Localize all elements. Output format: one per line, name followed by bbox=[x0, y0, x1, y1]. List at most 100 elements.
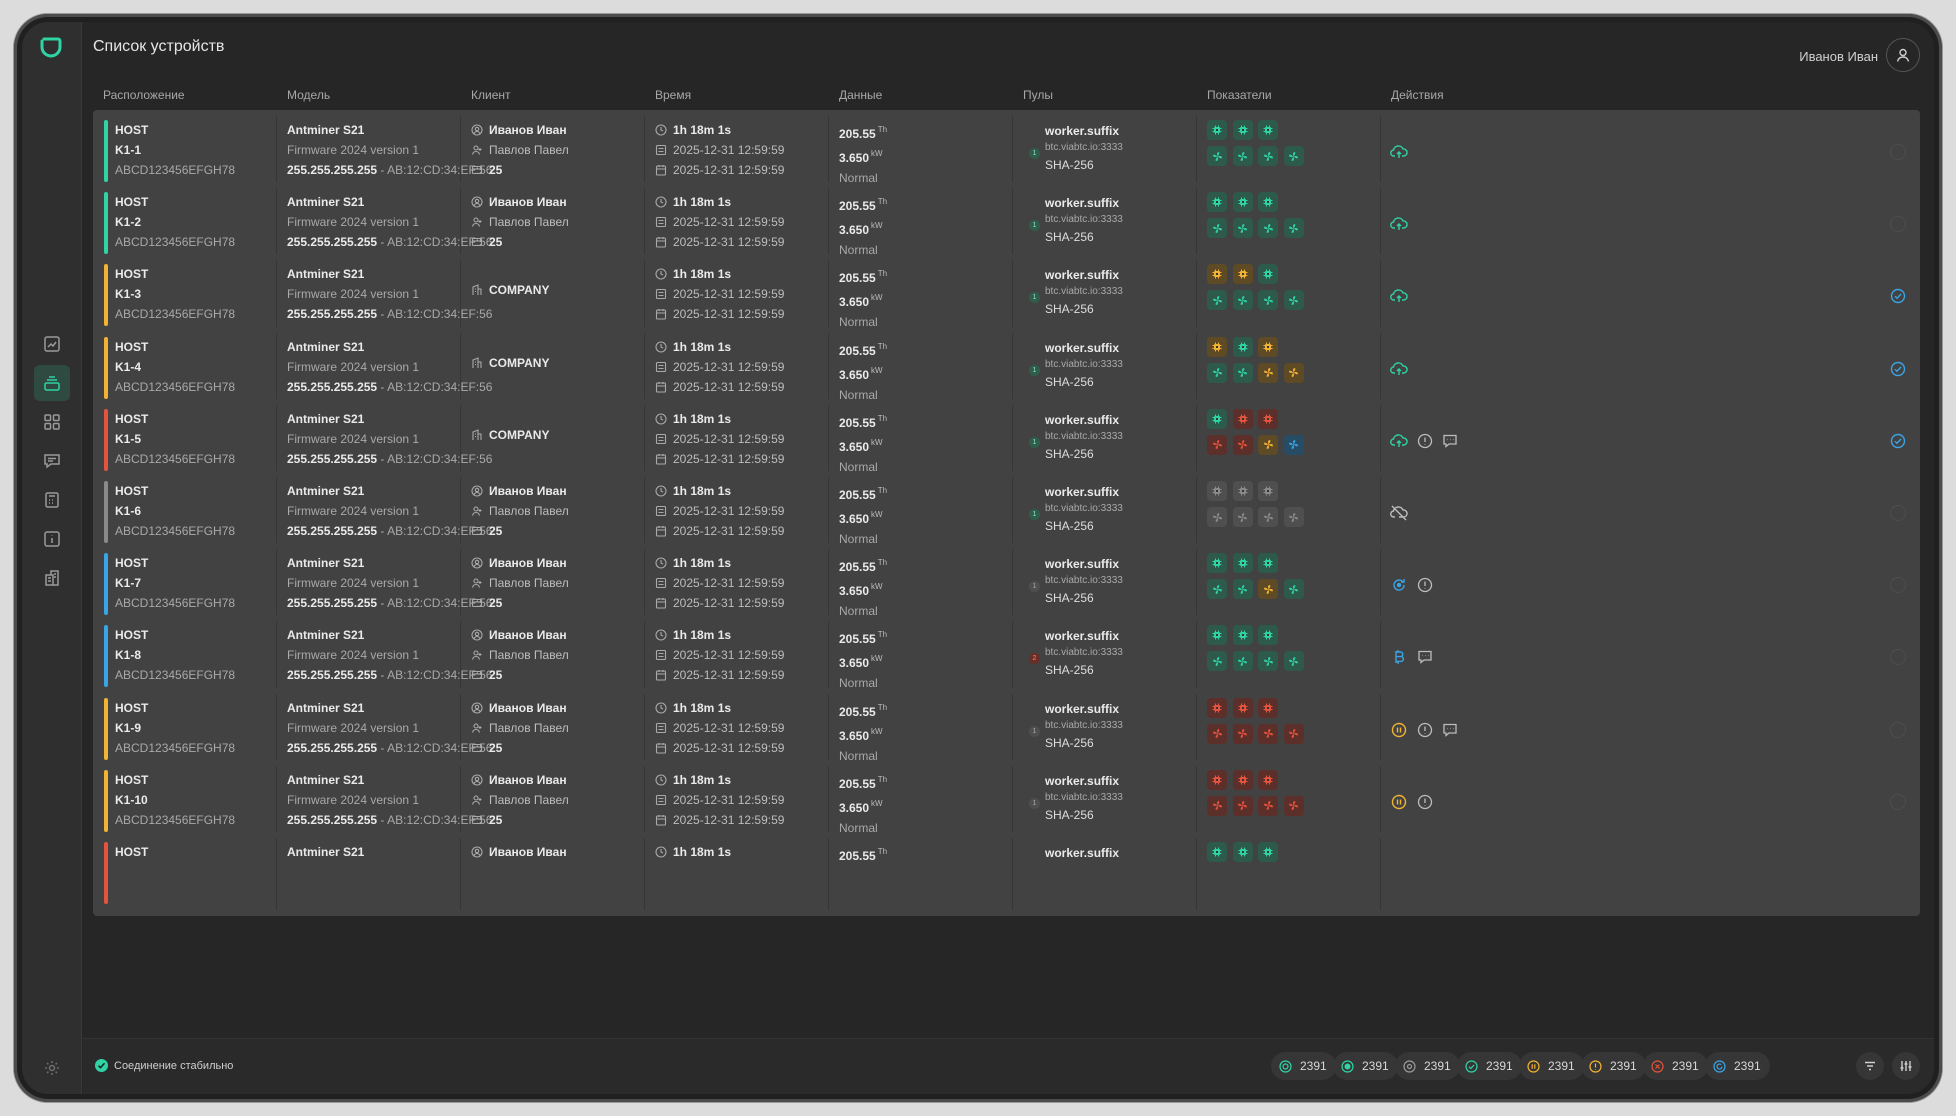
chip-icon[interactable] bbox=[1258, 264, 1278, 285]
fan-icon[interactable] bbox=[1232, 146, 1253, 166]
ip-address[interactable]: 255.255.255.255 bbox=[287, 163, 378, 177]
chip-icon[interactable] bbox=[1207, 264, 1227, 285]
client-manager[interactable]: Павлов Павел bbox=[489, 504, 569, 518]
chip-icon[interactable] bbox=[1258, 408, 1278, 429]
nav-dashboard-icon[interactable] bbox=[34, 404, 70, 440]
chip-icon[interactable] bbox=[1232, 625, 1253, 646]
client-owner[interactable]: Иванов Иван bbox=[489, 484, 567, 498]
row-select-checkbox[interactable] bbox=[1890, 721, 1906, 738]
client-company[interactable]: COMPANY bbox=[489, 427, 550, 442]
chip-icon[interactable] bbox=[1258, 336, 1278, 357]
app-logo-icon[interactable] bbox=[38, 34, 64, 60]
fan-icon[interactable] bbox=[1207, 795, 1227, 816]
client-owner[interactable]: Иванов Иван bbox=[489, 195, 567, 210]
client-manager[interactable]: Павлов Павел bbox=[489, 576, 569, 591]
fan-icon[interactable] bbox=[1258, 507, 1278, 527]
chip-icon[interactable] bbox=[1207, 481, 1227, 501]
fan-icon[interactable] bbox=[1283, 434, 1304, 455]
col-location[interactable]: Расположение bbox=[103, 88, 185, 102]
filter-icon[interactable] bbox=[1856, 1052, 1884, 1080]
refresh-icon[interactable] bbox=[1389, 575, 1409, 595]
chip-icon[interactable] bbox=[1232, 481, 1253, 501]
device-name[interactable]: K1-4 bbox=[115, 359, 142, 374]
ip-address[interactable]: 255.255.255.255 bbox=[287, 307, 378, 322]
device-name[interactable]: K1-1 bbox=[115, 143, 142, 157]
status-counter[interactable]: 2391 bbox=[1643, 1052, 1708, 1080]
alert-circle-icon[interactable] bbox=[1415, 792, 1435, 812]
pool-worker[interactable]: worker.suffix bbox=[1045, 485, 1120, 499]
chip-icon[interactable] bbox=[1207, 120, 1227, 140]
status-counter[interactable]: 2391 bbox=[1457, 1052, 1522, 1080]
fan-icon[interactable] bbox=[1283, 723, 1304, 744]
chip-icon[interactable] bbox=[1258, 120, 1278, 140]
cloud-upload-icon[interactable] bbox=[1389, 142, 1409, 162]
chip-icon[interactable] bbox=[1232, 192, 1253, 213]
fan-icon[interactable] bbox=[1258, 795, 1278, 816]
chip-icon[interactable] bbox=[1258, 192, 1278, 213]
client-manager[interactable]: Павлов Павел bbox=[489, 215, 569, 230]
device-name[interactable]: K1-8 bbox=[115, 648, 142, 663]
nav-buildings-icon[interactable] bbox=[34, 560, 70, 596]
chip-icon[interactable] bbox=[1258, 481, 1278, 501]
chip-icon[interactable] bbox=[1207, 697, 1227, 718]
pool-worker[interactable]: worker.suffix bbox=[1045, 412, 1120, 427]
fan-icon[interactable] bbox=[1283, 579, 1304, 600]
user-avatar-icon[interactable] bbox=[1886, 38, 1920, 72]
chip-icon[interactable] bbox=[1258, 553, 1278, 574]
row-select-checkbox[interactable] bbox=[1890, 577, 1906, 594]
ip-address[interactable]: 255.255.255.255 bbox=[287, 524, 378, 538]
fan-icon[interactable] bbox=[1258, 723, 1278, 744]
fan-icon[interactable] bbox=[1207, 290, 1227, 311]
device-name[interactable]: K1-10 bbox=[115, 792, 148, 807]
col-client[interactable]: Клиент bbox=[471, 88, 511, 102]
ip-address[interactable]: 255.255.255.255 bbox=[287, 812, 378, 827]
pool-worker[interactable]: worker.suffix bbox=[1045, 629, 1120, 644]
cloud-off-icon[interactable] bbox=[1389, 503, 1409, 523]
chip-icon[interactable] bbox=[1232, 264, 1253, 285]
fan-icon[interactable] bbox=[1283, 146, 1304, 166]
chip-icon[interactable] bbox=[1232, 842, 1253, 862]
chip-icon[interactable] bbox=[1207, 769, 1227, 790]
device-name[interactable]: K1-5 bbox=[115, 431, 142, 446]
row-select-checkbox[interactable] bbox=[1890, 144, 1906, 160]
fan-icon[interactable] bbox=[1232, 218, 1253, 239]
row-select-checkbox[interactable] bbox=[1890, 505, 1906, 521]
pool-worker[interactable]: worker.suffix bbox=[1045, 124, 1120, 138]
pool-worker[interactable]: worker.suffix bbox=[1045, 196, 1120, 211]
table-row[interactable]: HOST K1-6 ABCD123456EFGH78 Antminer S21 … bbox=[93, 471, 1920, 555]
message-icon[interactable] bbox=[1415, 647, 1435, 667]
fan-icon[interactable] bbox=[1232, 795, 1253, 816]
fan-icon[interactable] bbox=[1232, 290, 1253, 311]
fan-icon[interactable] bbox=[1207, 218, 1227, 239]
client-manager[interactable]: Павлов Павел bbox=[489, 792, 569, 807]
row-select-checkbox[interactable] bbox=[1890, 793, 1906, 810]
fan-icon[interactable] bbox=[1283, 362, 1304, 383]
columns-settings-icon[interactable] bbox=[1892, 1052, 1920, 1080]
selected-check-icon[interactable] bbox=[1890, 288, 1906, 304]
chip-icon[interactable] bbox=[1258, 697, 1278, 718]
col-indicators[interactable]: Показатели bbox=[1207, 88, 1272, 102]
pool-worker[interactable]: worker.suffix bbox=[1045, 773, 1120, 788]
fan-icon[interactable] bbox=[1207, 579, 1227, 600]
ip-address[interactable]: 255.255.255.255 bbox=[287, 668, 378, 683]
col-actions[interactable]: Действия bbox=[1391, 88, 1444, 102]
table-row[interactable]: HOST K1-2 ABCD123456EFGH78 Antminer S21 … bbox=[93, 182, 1920, 267]
fan-icon[interactable] bbox=[1232, 723, 1253, 744]
chip-icon[interactable] bbox=[1258, 769, 1278, 790]
fan-icon[interactable] bbox=[1258, 434, 1278, 455]
chip-icon[interactable] bbox=[1207, 192, 1227, 213]
fan-icon[interactable] bbox=[1283, 507, 1304, 527]
fan-icon[interactable] bbox=[1207, 507, 1227, 527]
client-manager[interactable]: Павлов Павел bbox=[489, 720, 569, 735]
table-row[interactable]: HOST Antminer S21 Иванов Иван 1h 18m 1s … bbox=[93, 832, 1920, 916]
table-row[interactable]: HOST K1-9 ABCD123456EFGH78 Antminer S21 … bbox=[93, 687, 1920, 772]
chip-icon[interactable] bbox=[1207, 553, 1227, 574]
device-name[interactable]: K1-6 bbox=[115, 504, 142, 518]
fan-icon[interactable] bbox=[1283, 290, 1304, 311]
chip-icon[interactable] bbox=[1207, 336, 1227, 357]
ip-address[interactable]: 255.255.255.255 bbox=[287, 379, 378, 394]
fan-icon[interactable] bbox=[1207, 723, 1227, 744]
table-row[interactable]: HOST K1-7 ABCD123456EFGH78 Antminer S21 … bbox=[93, 543, 1920, 628]
ip-address[interactable]: 255.255.255.255 bbox=[287, 740, 378, 755]
client-owner[interactable]: Иванов Иван bbox=[489, 700, 567, 715]
